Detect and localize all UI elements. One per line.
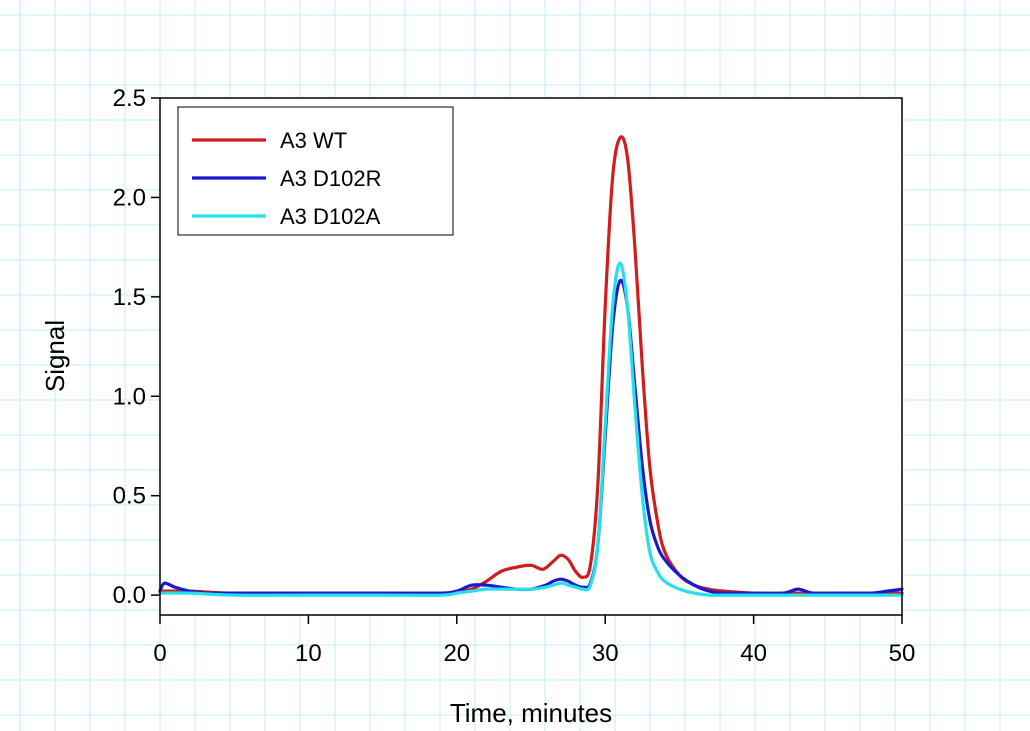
x-tick-label: 0 <box>153 640 166 667</box>
y-tick-label: 0.0 <box>113 582 146 609</box>
y-tick-label: 2.5 <box>113 85 146 112</box>
y-tick-label: 0.5 <box>113 483 146 510</box>
y-tick-label: 2.0 <box>113 184 146 211</box>
x-axis-title: Time, minutes <box>450 698 612 728</box>
legend-label: A3 D102A <box>280 204 381 229</box>
legend: A3 WT A3 D102R A3 D102A <box>177 106 454 236</box>
x-axis: 0 10 20 30 40 50 <box>153 615 915 667</box>
series-line-a3-d102a <box>158 261 904 597</box>
y-tick-label: 1.0 <box>113 383 146 410</box>
y-axis-title: Signal <box>40 320 70 392</box>
x-tick-label: 10 <box>295 640 322 667</box>
y-tick-label: 1.5 <box>113 284 146 311</box>
x-tick-label: 30 <box>592 640 619 667</box>
legend-box <box>177 106 454 236</box>
y-axis: 0.0 0.5 1.0 1.5 2.0 2.5 <box>113 85 160 609</box>
x-tick-label: 50 <box>889 640 916 667</box>
legend-label: A3 D102R <box>280 166 382 191</box>
series-layer <box>158 135 904 597</box>
x-tick-label: 40 <box>740 640 767 667</box>
legend-label: A3 WT <box>280 128 347 153</box>
x-tick-label: 20 <box>443 640 470 667</box>
